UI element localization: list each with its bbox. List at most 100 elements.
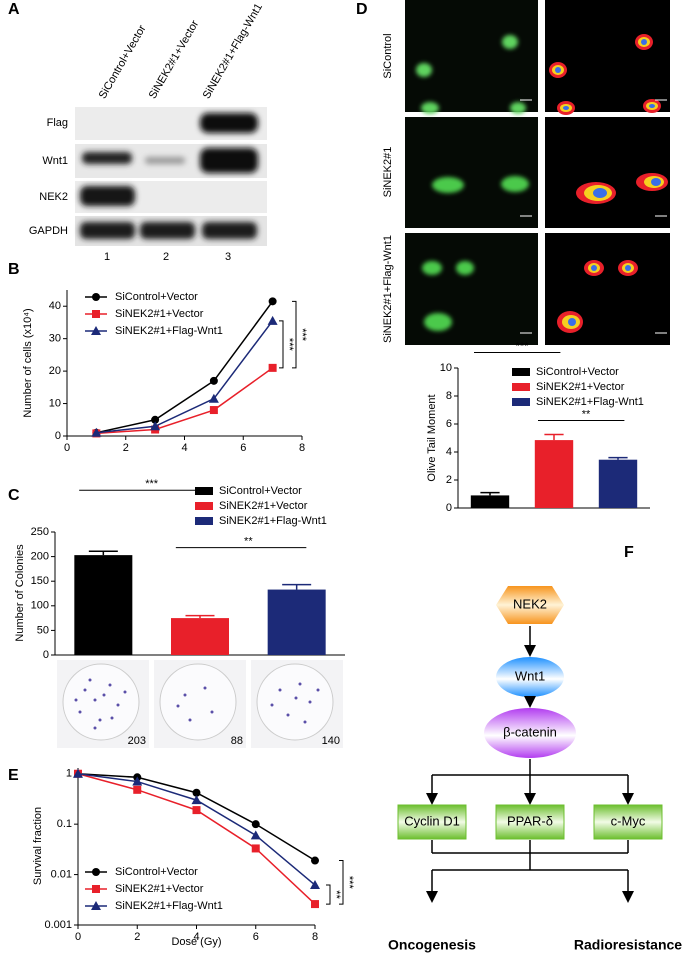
series-line [96, 300, 274, 434]
image [545, 117, 670, 228]
node-shape [397, 804, 467, 840]
marker [251, 844, 260, 853]
error-bar [608, 456, 628, 460]
plate-well [159, 663, 237, 741]
error-bar [88, 550, 118, 556]
bar [171, 618, 229, 655]
annotation: *** [516, 340, 530, 352]
row-label: SiControl [382, 33, 394, 78]
y-tick-label: 40 [49, 300, 61, 312]
node-label: β-catenin [503, 724, 557, 739]
colony-dots [270, 682, 320, 724]
y-tick-label: 200 [31, 551, 49, 563]
x-tick-label: 4 [193, 931, 199, 943]
annotation: ** [244, 536, 253, 548]
y-tick-label: 10 [440, 362, 452, 374]
marker [191, 795, 202, 805]
x-tick-label: 0 [75, 931, 81, 943]
x-tick-label: 8 [312, 931, 318, 943]
colony-dots [176, 686, 214, 722]
marker [250, 830, 261, 840]
band [140, 222, 195, 239]
node-shape [496, 586, 564, 624]
marker [92, 293, 100, 301]
row-label: Flag [47, 117, 68, 129]
colony-plates: 203 88 140 [57, 660, 343, 748]
marker [92, 310, 100, 318]
marker [251, 820, 260, 829]
legend-swatch [512, 368, 530, 376]
y-tick-label: 50 [37, 624, 49, 636]
x-tick-label: 6 [253, 931, 259, 943]
marker [209, 376, 218, 385]
comets-false-color [549, 34, 668, 333]
legend-swatch [195, 517, 213, 525]
legend-swatch [195, 487, 213, 495]
x-tick-label: 8 [299, 442, 305, 454]
image [405, 117, 538, 228]
legend-label: SiControl+Vector [536, 366, 619, 378]
band [202, 222, 257, 239]
colony-count: 203 [128, 735, 146, 747]
y-tick-label: 0.1 [57, 818, 72, 830]
marker [209, 406, 218, 415]
lane-label: SiControl+Vector [97, 23, 149, 101]
series-line [96, 320, 274, 434]
legend-label: SiNEK2#1+Vector [536, 381, 625, 393]
error-bar [480, 491, 500, 496]
row-label: SiNEK2#1+Flag-Wnt1 [382, 235, 394, 343]
legend-label: SiNEK2#1+Vector [219, 500, 308, 512]
marker [268, 297, 277, 306]
y-tick-label: 150 [31, 575, 49, 587]
row-label: GAPDH [29, 225, 68, 237]
image [405, 0, 538, 112]
band [82, 152, 132, 164]
legend-label: SiNEK2#1+Flag-Wnt1 [219, 515, 327, 527]
bar [534, 440, 574, 508]
comets-green [416, 35, 529, 331]
significance-bracket [279, 320, 284, 369]
lane-label: SiNEK2#1+Flag-Wnt1 [201, 1, 265, 100]
marker [208, 393, 219, 403]
marker [91, 901, 101, 910]
node-shape [495, 804, 565, 840]
panel-label: D [356, 1, 368, 18]
x-tick-label: 4 [181, 442, 187, 454]
x-tick-label: 2 [123, 442, 129, 454]
y-tick-label: 1 [66, 768, 72, 780]
y-axis-label: Number of Colonies [14, 544, 26, 642]
y-axis-label: Number of cells (x10⁴) [22, 308, 34, 417]
y-tick-label: 30 [49, 333, 61, 345]
lane-number: 1 [104, 251, 110, 263]
annotation: *** [283, 338, 295, 352]
node-shape [496, 657, 564, 697]
significance-bracket [326, 884, 331, 905]
node-label: Cyclin D1 [404, 813, 460, 828]
band [200, 113, 258, 133]
row-label: NEK2 [39, 191, 68, 203]
marker [311, 856, 319, 865]
marker [268, 363, 277, 372]
node-label: Wnt1 [515, 668, 545, 683]
series-line [77, 772, 316, 862]
y-tick-label: 0 [43, 649, 49, 661]
node-label: PPAR-δ [507, 813, 553, 828]
outcome-label: Oncogenesis [388, 937, 476, 953]
y-tick-label: 4 [446, 446, 452, 458]
marker [91, 427, 102, 437]
x-axis-label: Dose (Gy) [171, 936, 221, 948]
lane-label: SiNEK2#1+Vector [147, 18, 202, 101]
connectors [426, 759, 634, 903]
y-tick-label: 8 [446, 390, 452, 402]
marker [91, 326, 101, 335]
legend-swatch [195, 502, 213, 510]
band [145, 157, 185, 164]
node-shape [593, 804, 663, 840]
legend-label: SiNEK2#1+Flag-Wnt1 [536, 396, 644, 408]
y-tick-label: 20 [49, 365, 61, 377]
marker [151, 415, 160, 424]
legend-label: SiControl+Vector [115, 291, 198, 303]
legend-label: SiNEK2#1+Flag-Wnt1 [115, 900, 223, 912]
error-bar [282, 583, 312, 590]
bar [470, 495, 510, 508]
